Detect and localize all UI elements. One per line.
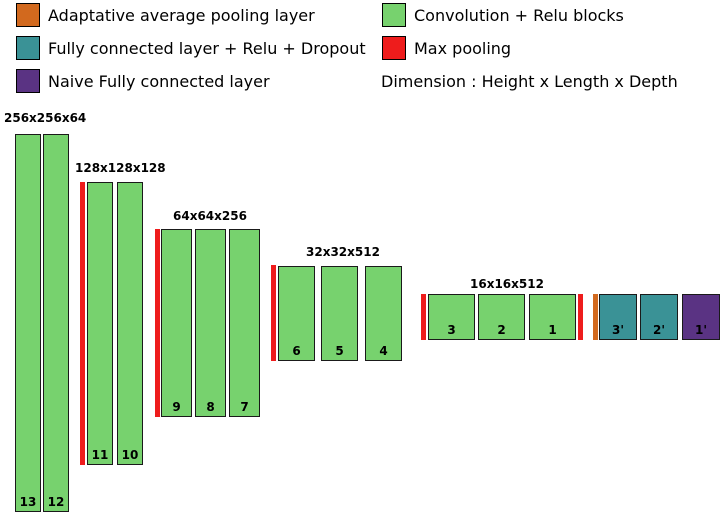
max-pool-3 xyxy=(271,265,276,361)
naive-fc-block-1-prime: 1' xyxy=(682,294,720,340)
conv-block-5: 5 xyxy=(321,266,358,361)
block-number: 2 xyxy=(497,323,506,337)
conv-block-13: 13 xyxy=(15,134,41,512)
stage-1-dimension: 256x256x64 xyxy=(4,111,87,125)
block-number: 7 xyxy=(240,400,249,414)
block-number: 9 xyxy=(172,400,181,414)
block-number: 8 xyxy=(206,400,215,414)
conv-block-8: 8 xyxy=(195,229,226,417)
conv-block-10: 10 xyxy=(117,182,143,465)
stage-4-dimension: 32x32x512 xyxy=(306,245,380,259)
fc-label: Fully connected layer + Relu + Dropout xyxy=(48,38,366,58)
conv-label: Convolution + Relu blocks xyxy=(414,5,624,25)
block-number: 3 xyxy=(447,323,456,337)
stage-5-dimension: 16x16x512 xyxy=(470,277,544,291)
conv-swatch xyxy=(382,3,406,27)
block-number: 6 xyxy=(292,344,301,358)
stage-2-dimension: 128x128x128 xyxy=(75,161,166,175)
fc-block-3-prime: 3' xyxy=(599,294,637,340)
max-pool-5 xyxy=(578,294,583,340)
block-number: 11 xyxy=(91,448,109,462)
block-number: 4 xyxy=(379,344,388,358)
block-number: 1 xyxy=(548,323,557,337)
naive-fc-label: Naive Fully connected layer xyxy=(48,71,270,91)
max-pool-4 xyxy=(421,294,426,340)
conv-block-6: 6 xyxy=(278,266,315,361)
legend-naive-fc: Naive Fully connected layer xyxy=(16,69,270,93)
conv-block-9: 9 xyxy=(161,229,192,417)
dimension-note: Dimension : Height x Length x Depth xyxy=(381,72,678,91)
fc-swatch xyxy=(16,36,40,60)
legend-fc: Fully connected layer + Relu + Dropout xyxy=(16,36,366,60)
block-number: 2' xyxy=(652,323,666,337)
legend-max-pool: Max pooling xyxy=(382,36,511,60)
conv-block-12: 12 xyxy=(43,134,69,512)
block-number: 5 xyxy=(335,344,344,358)
legend-conv: Convolution + Relu blocks xyxy=(382,3,624,27)
conv-block-2: 2 xyxy=(478,294,525,340)
max-pool-1 xyxy=(80,182,85,465)
conv-block-7: 7 xyxy=(229,229,260,417)
naive-fc-swatch xyxy=(16,69,40,93)
max-pool-2 xyxy=(155,229,160,417)
conv-block-4: 4 xyxy=(365,266,402,361)
conv-block-3: 3 xyxy=(428,294,475,340)
adaptive-pool-swatch xyxy=(16,3,40,27)
fc-block-2-prime: 2' xyxy=(640,294,678,340)
max-pool-label: Max pooling xyxy=(414,38,512,58)
max-pool-swatch xyxy=(382,36,406,60)
block-number: 12 xyxy=(47,495,65,509)
block-number: 10 xyxy=(121,448,139,462)
block-number: 1' xyxy=(694,323,708,337)
conv-block-11: 11 xyxy=(87,182,113,465)
conv-block-1: 1 xyxy=(529,294,576,340)
adaptive-pool-label: Adaptative average pooling layer xyxy=(48,5,315,25)
block-number: 3' xyxy=(611,323,625,337)
adaptive-avg-pool xyxy=(593,294,598,340)
stage-3-dimension: 64x64x256 xyxy=(173,209,247,223)
block-number: 13 xyxy=(19,495,37,509)
legend-adaptive-pool: Adaptative average pooling layer xyxy=(16,3,315,27)
